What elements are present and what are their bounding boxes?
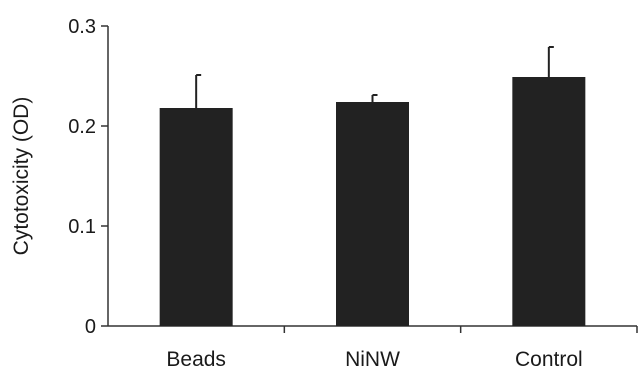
x-tick-label: Control [515, 348, 583, 371]
bar-control [512, 77, 586, 326]
bar-beads [159, 108, 233, 326]
y-tick-label: 0.2 [68, 116, 96, 138]
y-tick-label: 0.3 [68, 16, 96, 38]
error-bars-group [195, 46, 554, 108]
bars-group [159, 77, 586, 326]
y-ticks-group: 0 0.1 0.2 0.3 [68, 16, 108, 338]
y-tick-label: 0 [85, 316, 96, 338]
x-tick-label: NiNW [345, 348, 400, 371]
x-tick-label: Beads [166, 348, 226, 371]
y-axis-label: Cytotoxicity (OD) [10, 97, 33, 256]
y-tick-label: 0.1 [68, 216, 96, 238]
bar-ninw [336, 102, 409, 326]
x-ticks-group: Beads NiNW Control [166, 326, 638, 371]
